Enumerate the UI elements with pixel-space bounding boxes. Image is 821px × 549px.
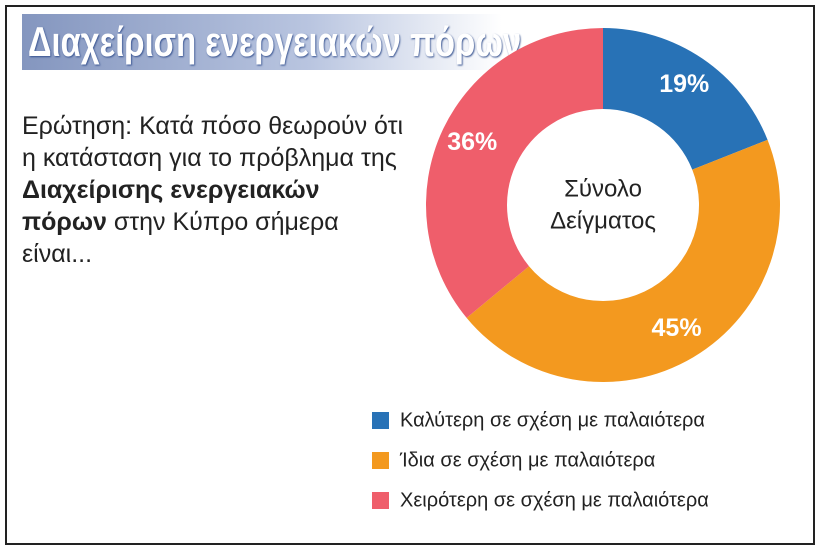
title-banner: Διαχείριση ενεργειακών πόρων: [22, 14, 521, 70]
legend-swatch: [372, 452, 389, 469]
frame: [5, 5, 815, 545]
value-label: 45%: [652, 314, 702, 342]
legend-swatch: [372, 492, 389, 509]
value-label: 19%: [659, 70, 709, 98]
donut-segment: [603, 28, 768, 170]
question: Ερώτηση: Κατά πόσο θεωρούν ότι η κατάστα…: [22, 110, 407, 270]
chart-title: Διαχείριση ενεργειακών πόρων: [28, 18, 522, 65]
question-text: Ερώτηση: Κατά πόσο θεωρούν ότι η κατάστα…: [22, 112, 404, 172]
value-label: 36%: [447, 128, 497, 156]
center-label: Σύνολο: [564, 175, 642, 202]
donut-segment: [426, 28, 603, 318]
question-text: στην Κύπρο σήμερα είναι...: [22, 208, 339, 268]
center-label: Δείγματος: [550, 207, 656, 234]
legend-label: Καλύτερη σε σχέση με παλαιότερα: [400, 409, 705, 431]
legend-swatch: [372, 412, 389, 429]
question-bold: Διαχείρισης ενεργειακών πόρων: [22, 176, 320, 236]
legend-label: Χειρότερη σε σχέση με παλαιότερα: [400, 489, 709, 511]
donut-segment: [466, 139, 780, 382]
legend-label: Ίδια σε σχέση με παλαιότερα: [399, 449, 655, 471]
